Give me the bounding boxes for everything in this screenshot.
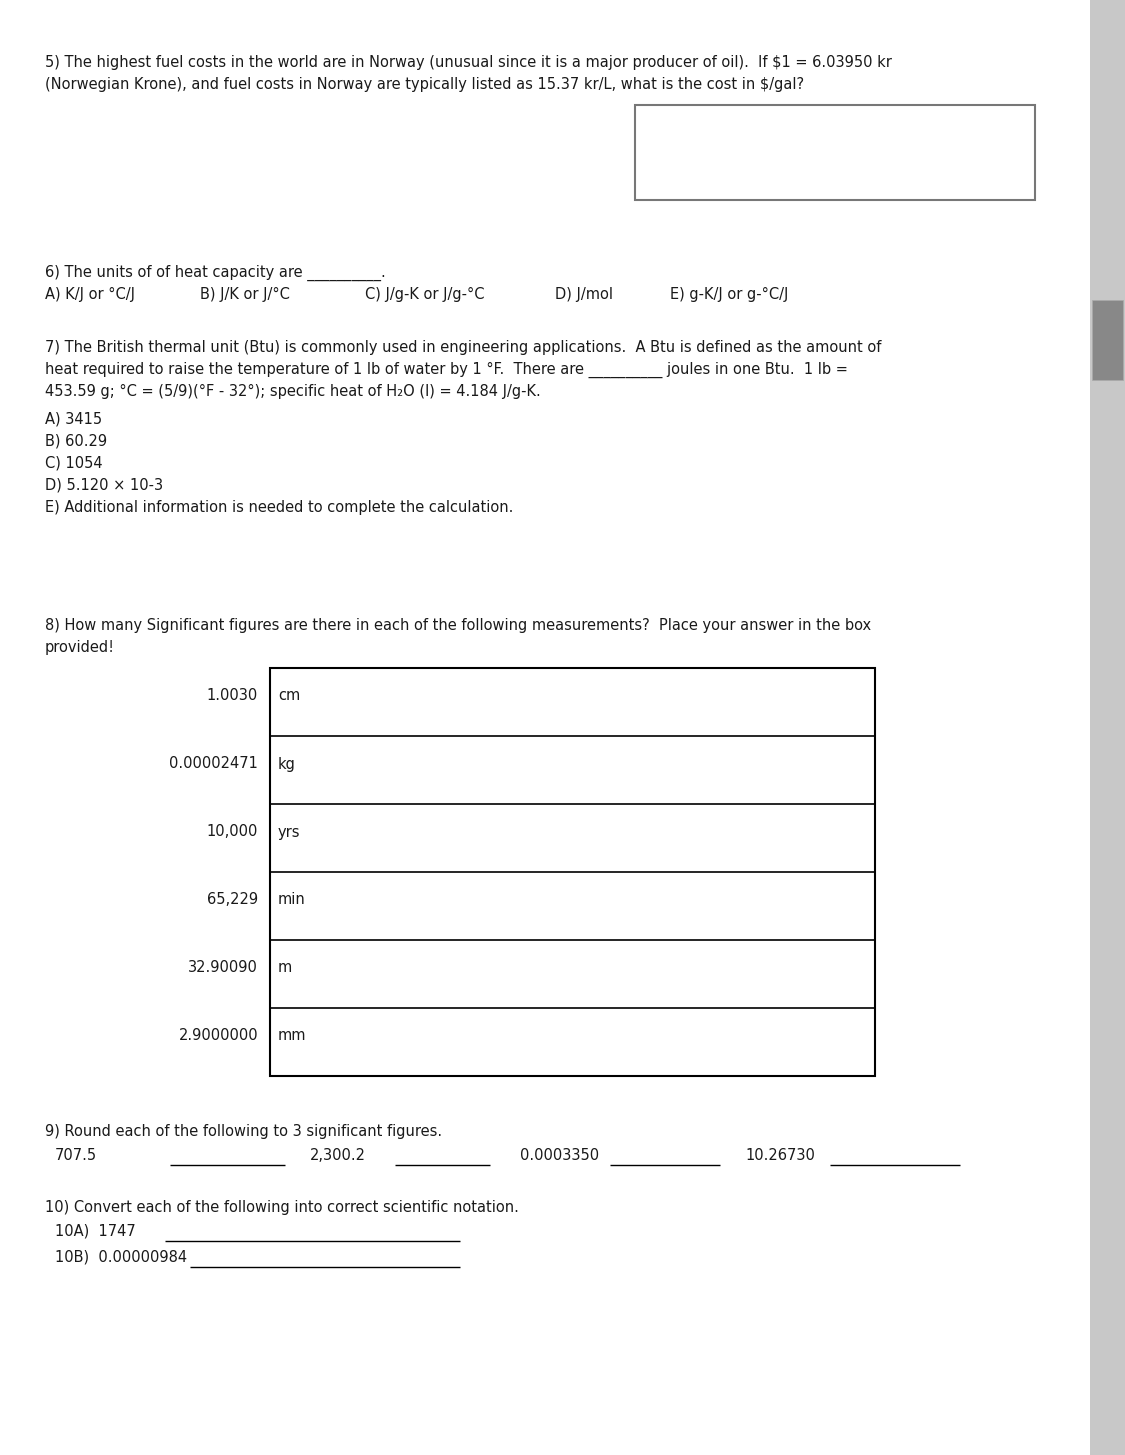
Text: 0.0003350: 0.0003350 — [520, 1148, 600, 1163]
Text: B) 60.29: B) 60.29 — [45, 434, 107, 450]
Text: kg: kg — [278, 757, 296, 771]
Text: 10,000: 10,000 — [207, 825, 258, 840]
Text: 707.5: 707.5 — [55, 1148, 97, 1163]
Bar — [1090, 0, 1125, 1455]
Text: provided!: provided! — [45, 640, 115, 655]
Text: (Norwegian Krone), and fuel costs in Norway are typically listed as 15.37 kr/L, : (Norwegian Krone), and fuel costs in Nor… — [45, 77, 804, 92]
Text: 10) Convert each of the following into correct scientific notation.: 10) Convert each of the following into c… — [45, 1200, 519, 1215]
Text: 9) Round each of the following to 3 significant figures.: 9) Round each of the following to 3 sign… — [45, 1125, 442, 1139]
Text: 10B)  0.00000984: 10B) 0.00000984 — [55, 1250, 187, 1264]
Bar — [1092, 300, 1123, 380]
Text: m: m — [278, 960, 292, 975]
Text: C) 1054: C) 1054 — [45, 455, 102, 471]
Text: yrs: yrs — [278, 825, 300, 840]
Text: 2,300.2: 2,300.2 — [310, 1148, 366, 1163]
Text: 2.9000000: 2.9000000 — [179, 1029, 258, 1043]
Text: mm: mm — [278, 1029, 306, 1043]
Text: 7) The British thermal unit (Btu) is commonly used in engineering applications. : 7) The British thermal unit (Btu) is com… — [45, 340, 881, 355]
Text: A) 3415: A) 3415 — [45, 412, 102, 426]
Text: 5) The highest fuel costs in the world are in Norway (unusual since it is a majo: 5) The highest fuel costs in the world a… — [45, 55, 892, 70]
Text: 0.00002471: 0.00002471 — [169, 757, 258, 771]
Text: 6) The units of of heat capacity are __________.: 6) The units of of heat capacity are ___… — [45, 265, 386, 281]
Text: E) g-K/J or g-°C/J: E) g-K/J or g-°C/J — [670, 287, 789, 303]
Text: 10A)  1747: 10A) 1747 — [55, 1224, 136, 1240]
Text: cm: cm — [278, 688, 300, 704]
Text: D) J/mol: D) J/mol — [555, 287, 613, 303]
Text: D) 5.120 × 10-3: D) 5.120 × 10-3 — [45, 479, 163, 493]
Text: B) J/K or J/°C: B) J/K or J/°C — [200, 287, 290, 303]
Text: C) J/g-K or J/g-°C: C) J/g-K or J/g-°C — [364, 287, 485, 303]
Text: E) Additional information is needed to complete the calculation.: E) Additional information is needed to c… — [45, 501, 513, 515]
Bar — [634, 105, 1035, 199]
Text: 65,229: 65,229 — [207, 892, 258, 908]
Text: min: min — [278, 892, 306, 908]
Text: A) K/J or °C/J: A) K/J or °C/J — [45, 287, 135, 303]
Text: 10.26730: 10.26730 — [745, 1148, 814, 1163]
Text: heat required to raise the temperature of 1 lb of water by 1 °F.  There are ____: heat required to raise the temperature o… — [45, 362, 848, 378]
Text: 1.0030: 1.0030 — [207, 688, 258, 704]
Text: 32.90090: 32.90090 — [188, 960, 258, 975]
Bar — [270, 668, 875, 1077]
Text: 453.59 g; °C = (5/9)(°F - 32°); specific heat of H₂O (l) = 4.184 J/g-K.: 453.59 g; °C = (5/9)(°F - 32°); specific… — [45, 384, 541, 399]
Text: 8) How many Significant figures are there in each of the following measurements?: 8) How many Significant figures are ther… — [45, 618, 871, 633]
